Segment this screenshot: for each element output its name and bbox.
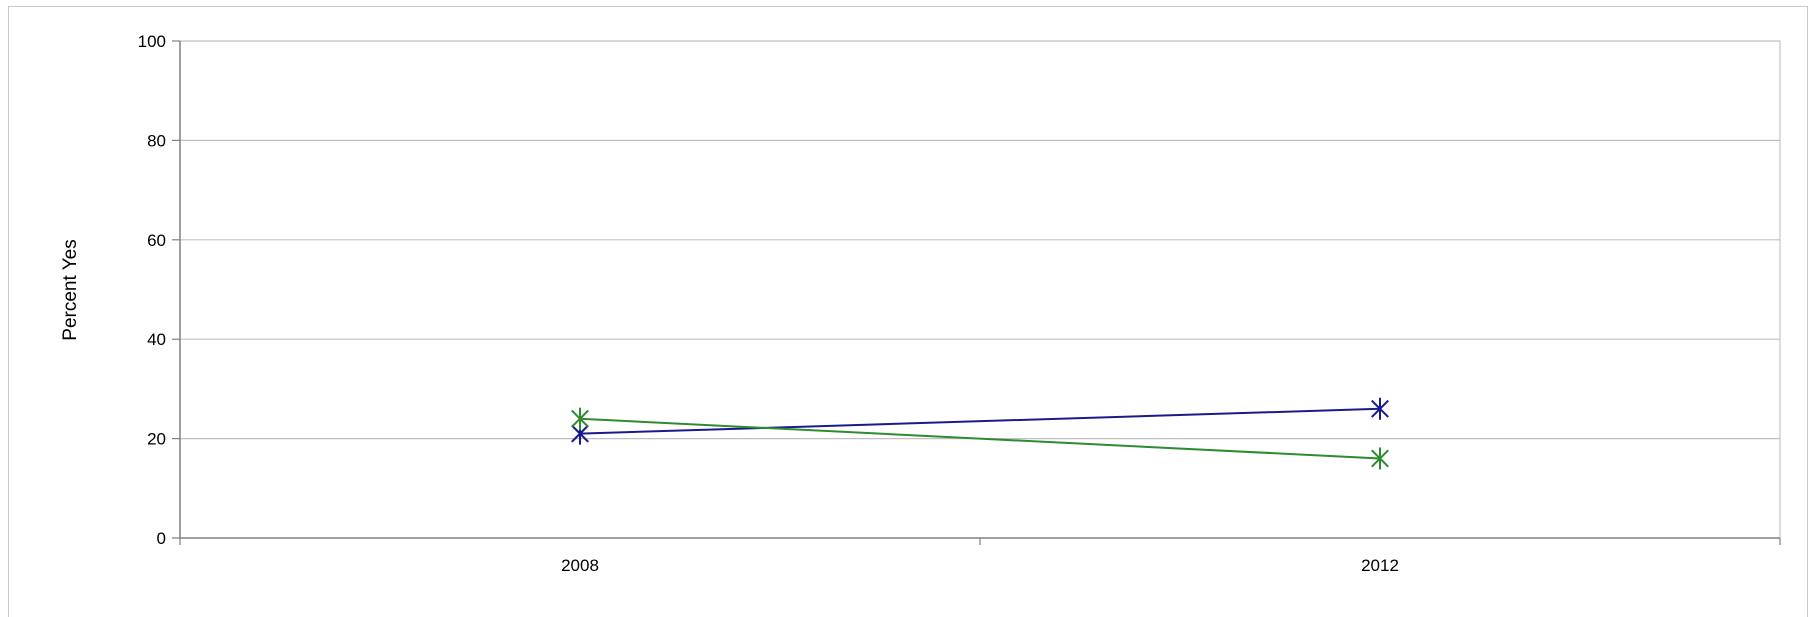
y-tick-label: 80 [147,131,166,150]
x-axis-ticks: 2008 2012 [179,538,1781,575]
plot-area [179,40,1781,539]
data-point-marker [1371,397,1389,420]
series-line-1 [579,417,1381,460]
y-tick-label: 40 [147,330,166,349]
data-point-marker [571,407,589,430]
series-line-0 [579,407,1381,435]
chart-frame [8,6,1808,617]
axes [179,41,1780,539]
x-tick-label: 2008 [561,556,599,575]
gridlines [180,40,1780,440]
x-tick-label: 2012 [1361,556,1399,575]
y-tick-label: 60 [147,231,166,250]
series-group [571,397,1389,470]
y-axis-label: Percent Yes [60,239,81,340]
y-axis-ticks: 0 20 40 60 80 100 [138,32,180,548]
y-tick-label: 0 [157,529,166,548]
y-tick-label: 100 [138,32,166,51]
data-point-marker [1371,447,1389,470]
y-tick-label: 20 [147,430,166,449]
